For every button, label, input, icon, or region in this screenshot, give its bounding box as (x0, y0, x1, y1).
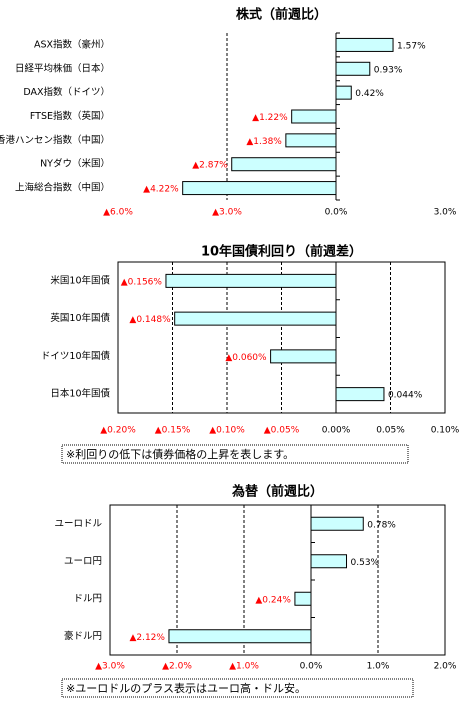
note-box (61, 444, 409, 464)
x-tick-label: ▲6.0% (103, 208, 133, 218)
note: ※ユーロドルのプラス表示はユーロ高・ドル安。 (66, 681, 306, 695)
x-tick-label: 0.05% (376, 426, 405, 436)
category-label: 米国10年国債 (50, 274, 110, 286)
category-label: 日経平均株価（日本） (15, 62, 110, 74)
category-label: ASX指数（豪州） (34, 38, 110, 50)
chart-title: 10年国債利回り（前週差） (201, 244, 362, 260)
bar (335, 85, 352, 100)
bar (291, 109, 337, 124)
x-tick-label: ▲0.05% (264, 426, 300, 436)
x-tick-label: 1.0% (367, 662, 390, 672)
value-label: ▲0.060% (225, 353, 267, 363)
category-label: ユーロドル (54, 518, 102, 529)
value-label: ▲4.22% (143, 185, 179, 195)
value-label: 0.42% (355, 89, 384, 99)
bar (165, 273, 337, 288)
bar (310, 516, 364, 531)
value-label: ▲0.156% (121, 277, 163, 287)
note-box (61, 678, 414, 698)
category-label: 上海総合指数（中国） (15, 182, 110, 194)
category-label: NYダウ（米国） (40, 158, 110, 170)
bar (182, 181, 337, 196)
x-tick-label: ▲3.0% (95, 662, 125, 672)
value-label: 0.93% (374, 65, 403, 75)
chart-title: 株式（前週比） (236, 7, 327, 23)
category-label: DAX指数（ドイツ） (23, 86, 110, 98)
x-tick-label: ▲0.20% (100, 426, 136, 436)
value-label: 1.57% (397, 41, 426, 51)
note: ※利回りの低下は債券価格の上昇を表します。 (66, 447, 294, 461)
value-label: 0.044% (388, 391, 423, 401)
bar (335, 61, 371, 76)
x-tick-label: ▲3.0% (212, 208, 242, 218)
chart-title: 為替（前週比） (232, 484, 323, 500)
x-tick-label: 0.10% (431, 426, 460, 436)
bar (174, 311, 337, 326)
value-label: ▲0.24% (255, 595, 291, 605)
value-label: 0.53% (351, 558, 380, 568)
category-label: 英国10年国債 (50, 312, 110, 324)
x-tick-label: ▲0.15% (155, 426, 191, 436)
category-label: 香港ハンセン指数（中国） (0, 134, 110, 146)
category-label: ドル円 (73, 593, 102, 604)
x-tick-label: 3.0% (434, 208, 457, 218)
category-label: 日本10年国債 (50, 388, 110, 400)
bar (231, 157, 337, 172)
value-label: 0.78% (367, 520, 396, 530)
value-label: ▲0.148% (129, 315, 171, 325)
category-label: ドイツ10年国債 (41, 350, 111, 362)
x-tick-label: 0.00% (322, 426, 351, 436)
x-tick-label: ▲2.0% (162, 662, 192, 672)
x-tick-label: ▲1.0% (229, 662, 259, 672)
bar (335, 387, 385, 402)
value-label: ▲1.38% (246, 137, 282, 147)
category-label: ユーロ円 (64, 556, 102, 567)
value-label: ▲2.12% (129, 633, 165, 643)
value-label: ▲1.22% (252, 113, 288, 123)
bar (294, 591, 312, 606)
bar (285, 133, 337, 148)
bar (270, 349, 337, 364)
bar (168, 629, 312, 644)
category-label: FTSE指数（英国） (30, 110, 110, 122)
bar (335, 37, 394, 52)
bar (310, 554, 348, 569)
x-tick-label: 0.0% (325, 208, 348, 218)
value-label: ▲2.87% (192, 161, 228, 171)
x-tick-label: 0.0% (300, 662, 323, 672)
x-tick-label: ▲0.10% (209, 426, 245, 436)
category-label: 豪ドル円 (64, 630, 102, 642)
x-tick-label: 2.0% (434, 662, 457, 672)
